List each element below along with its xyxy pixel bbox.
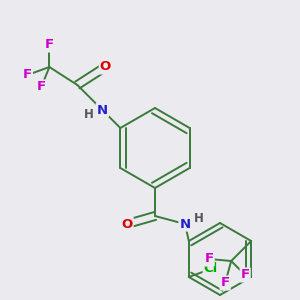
Text: F: F [241,268,250,281]
Text: O: O [122,218,133,230]
Text: N: N [179,218,191,230]
Text: H: H [83,107,93,121]
Text: F: F [205,253,214,266]
Text: F: F [220,277,230,290]
Text: F: F [37,80,46,94]
Text: Cl: Cl [204,262,218,275]
Text: H: H [194,212,204,224]
Text: F: F [23,68,32,82]
Text: O: O [100,61,111,74]
Text: F: F [45,38,54,52]
Text: N: N [97,103,108,116]
